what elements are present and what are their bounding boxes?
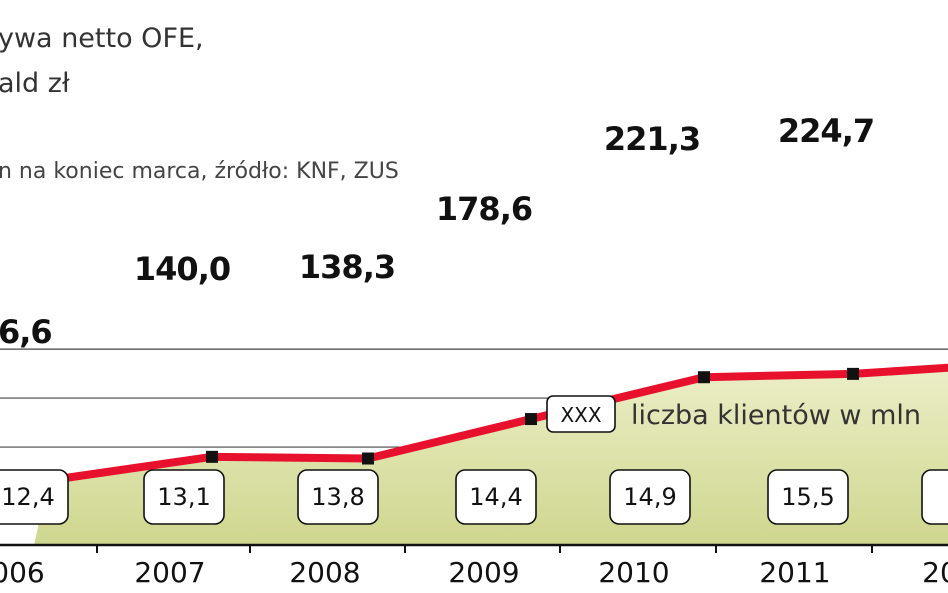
area-fill <box>34 363 948 545</box>
client-box-frame <box>0 469 69 525</box>
x-tick-label-2009: 2009 <box>448 556 519 589</box>
value-label-2007: 140,0 <box>134 250 230 288</box>
client-box-frame <box>767 469 849 525</box>
legend-box <box>546 395 616 433</box>
client-box-2007: 13,1 <box>143 469 225 525</box>
data-point-2009 <box>525 413 537 426</box>
data-point-2008 <box>362 452 374 465</box>
client-count-boxes: 12,4 13,1 13,8 14,4 14,9 15,5 1 <box>0 469 948 525</box>
value-label-2009: 178,6 <box>436 190 532 228</box>
data-point-2011 <box>847 367 859 380</box>
client-box-2012: 1 <box>921 469 948 525</box>
x-tick-label-2011: 2011 <box>759 556 830 589</box>
client-count-label: 14,4 <box>469 483 522 511</box>
legend-box-text: XXX <box>560 403 601 427</box>
client-box-2011: 15,5 <box>767 469 849 525</box>
client-count-label: 13,8 <box>311 483 364 511</box>
client-count-label: 13,1 <box>157 483 210 511</box>
x-axis: 006 2007 2008 2009 2010 2011 20 <box>0 543 948 589</box>
client-box-2009: 14,4 <box>455 469 537 525</box>
chart-title-line-2: ald zł <box>0 68 70 99</box>
client-box-2006: 12,4 <box>0 469 69 525</box>
x-tick-label-2010: 2010 <box>598 556 669 589</box>
x-tick-label-2012: 20 <box>922 556 948 589</box>
client-box-2010: 14,9 <box>609 469 691 525</box>
client-count-label: 12,4 <box>1 483 54 511</box>
x-tick-label-2006: 006 <box>0 556 45 589</box>
value-labels: 6,6 140,0 138,3 178,6 221,3 224,7 <box>0 112 875 351</box>
data-point-2007 <box>206 450 218 463</box>
client-box-frame <box>143 469 225 525</box>
value-label-2010: 221,3 <box>604 120 700 158</box>
value-label-2008: 138,3 <box>299 248 395 286</box>
client-box-frame <box>297 469 379 525</box>
client-box-frame <box>921 469 948 525</box>
x-tick-label-2008: 2008 <box>289 556 360 589</box>
chart-source-note: n na koniec marca, źródło: KNF, ZUS <box>0 159 399 184</box>
client-count-label: 15,5 <box>781 483 834 511</box>
client-box-frame <box>455 469 537 525</box>
client-box-2008: 13,8 <box>297 469 379 525</box>
legend-text: liczba klientów w mln <box>631 400 921 431</box>
client-count-label: 14,9 <box>623 483 676 511</box>
chart-header: ywa netto OFE, ald zł n na koniec marca,… <box>0 0 430 192</box>
chart-title-line-1: ywa netto OFE, <box>0 23 204 54</box>
value-label-2006: 6,6 <box>0 313 52 351</box>
legend: XXX liczba klientów w mln <box>546 395 921 433</box>
x-tick-label-2007: 2007 <box>134 556 205 589</box>
data-point-2010 <box>698 371 710 384</box>
value-label-2011: 224,7 <box>778 112 874 150</box>
client-box-frame <box>609 469 691 525</box>
